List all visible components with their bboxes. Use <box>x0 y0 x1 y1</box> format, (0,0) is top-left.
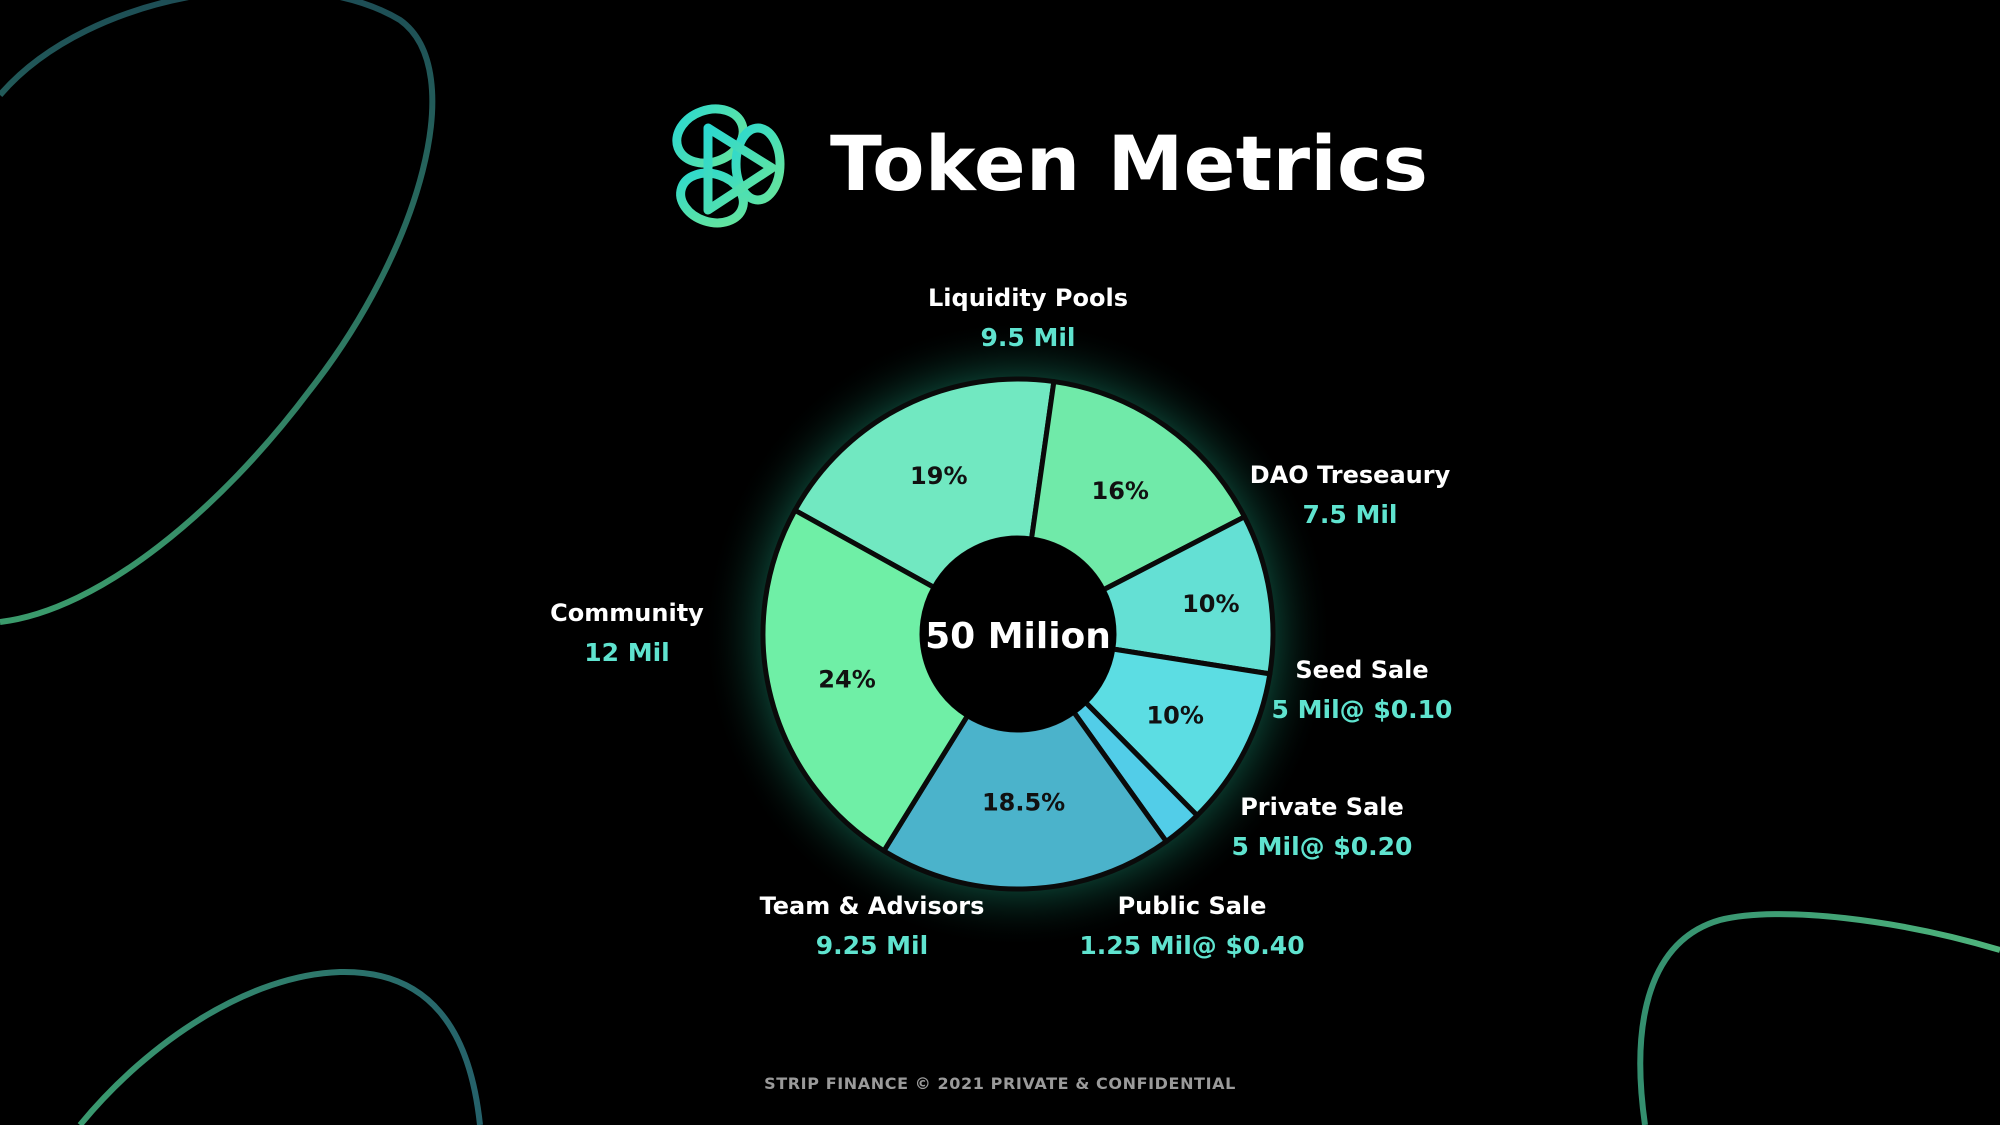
callout-community: Community 12 Mil <box>550 593 704 673</box>
callout-seed-sale: Seed Sale 5 Mil@ $0.10 <box>1272 650 1453 730</box>
decor-arc-top-left <box>0 0 436 625</box>
percent-label-seed-sale: 10% <box>1182 590 1239 618</box>
callout-liquidity-pools: Liquidity Pools 9.5 Mil <box>928 278 1128 358</box>
pie-slices <box>760 376 1276 892</box>
callout-name: Public Sale <box>1117 892 1267 920</box>
decor-arc-bottom-left <box>77 968 483 1125</box>
pie-percent-labels: 19% 16% 10% 10% 18.5% 24% <box>818 462 1239 817</box>
callout-name: Community <box>550 599 704 627</box>
percent-label-team-and-advisors: 18.5% <box>982 788 1065 816</box>
callout-public-sale: Public Sale 1.25 Mil@ $0.40 <box>1079 886 1304 966</box>
strip-finance-logo-icon <box>672 104 785 228</box>
callout-amount: 9.5 Mil <box>980 323 1076 352</box>
percent-label-community: 24% <box>818 666 875 694</box>
callout-name: Private Sale <box>1240 793 1404 821</box>
callout-amount: 7.5 Mil <box>1302 500 1398 529</box>
callout-name: Liquidity Pools <box>928 284 1128 312</box>
percent-label-liquidity-pools: 19% <box>910 462 967 490</box>
callout-name: DAO Treseaury <box>1249 461 1451 489</box>
decor-arc-bottom-right <box>1637 911 2000 1125</box>
callout-amount: 5 Mil@ $0.10 <box>1271 695 1453 724</box>
callout-amount: 1.25 Mil@ $0.40 <box>1079 931 1305 960</box>
callout-private-sale: Private Sale 5 Mil@ $0.20 <box>1232 787 1413 867</box>
percent-label-private-sale: 10% <box>1146 702 1203 730</box>
pie-center-label: 50 Milion <box>925 616 1111 657</box>
footer: STRIP FINANCE © 2021 PRIVATE & CONFIDENT… <box>764 1074 1236 1093</box>
callout-name: Team & Advisors <box>759 892 985 920</box>
callout-amount: 5 Mil@ $0.20 <box>1231 832 1413 861</box>
callout-amount: 9.25 Mil <box>815 931 929 960</box>
callout-team-and-advisors: Team & Advisors 9.25 Mil <box>760 886 985 966</box>
page-title: Token Metrics <box>830 118 1429 208</box>
header: Token Metrics <box>660 88 1428 238</box>
pie-center-hole <box>920 536 1116 732</box>
callout-name: Seed Sale <box>1295 656 1429 684</box>
callout-amount: 12 Mil <box>584 638 670 667</box>
percent-label-dao-treseaury: 16% <box>1092 477 1149 505</box>
callout-dao-treseaury: DAO Treseaury 7.5 Mil <box>1250 455 1450 535</box>
